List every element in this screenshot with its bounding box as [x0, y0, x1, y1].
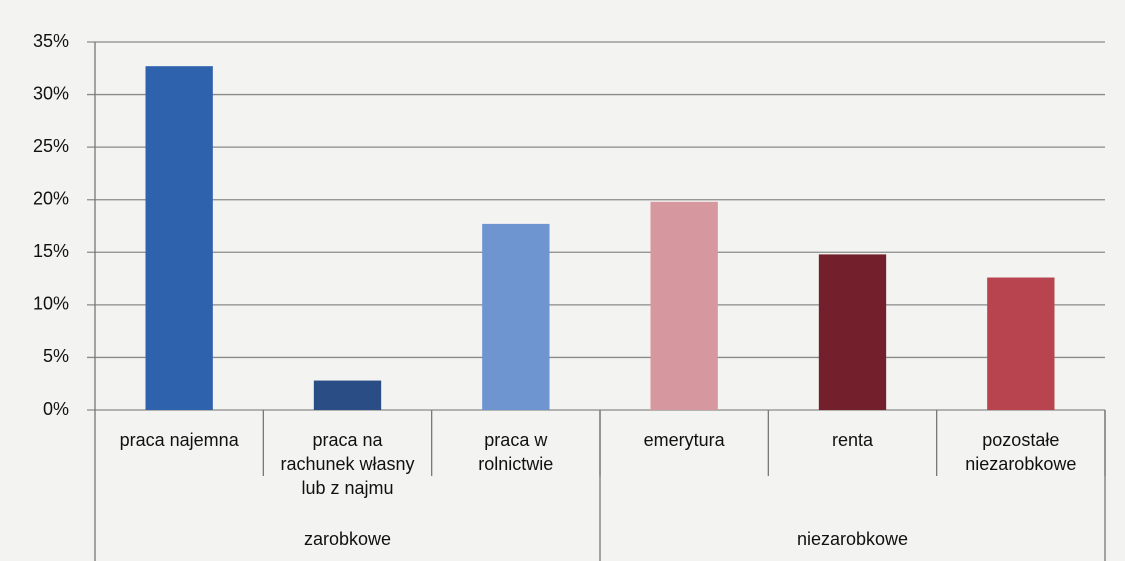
y-tick-label: 20% — [33, 188, 69, 208]
bar — [482, 223, 550, 410]
x-tick-label: renta — [831, 430, 873, 450]
y-tick-label: 25% — [33, 136, 69, 156]
group-label: zarobkowe — [304, 529, 391, 549]
bar — [313, 380, 382, 410]
group-label: niezarobkowe — [797, 529, 908, 549]
x-tick-label: emerytura — [643, 430, 725, 450]
bar — [145, 66, 213, 410]
y-tick-label: 35% — [33, 31, 69, 51]
x-tick-label: praca na rachunek własny lub z najmu — [280, 430, 415, 498]
y-tick-label: 30% — [33, 83, 69, 103]
x-tick-label: praca najemna — [119, 430, 239, 450]
y-tick-label: 0% — [43, 399, 69, 419]
x-tick-label: praca w rolnictwie — [478, 430, 554, 474]
x-tick-label: pozostałe niezarobkowe — [965, 430, 1077, 474]
bar — [650, 201, 718, 410]
y-tick-label: 5% — [43, 346, 69, 366]
bar — [987, 277, 1055, 410]
y-tick-label: 15% — [33, 241, 69, 261]
bar — [818, 254, 887, 410]
y-tick-label: 10% — [33, 294, 69, 314]
